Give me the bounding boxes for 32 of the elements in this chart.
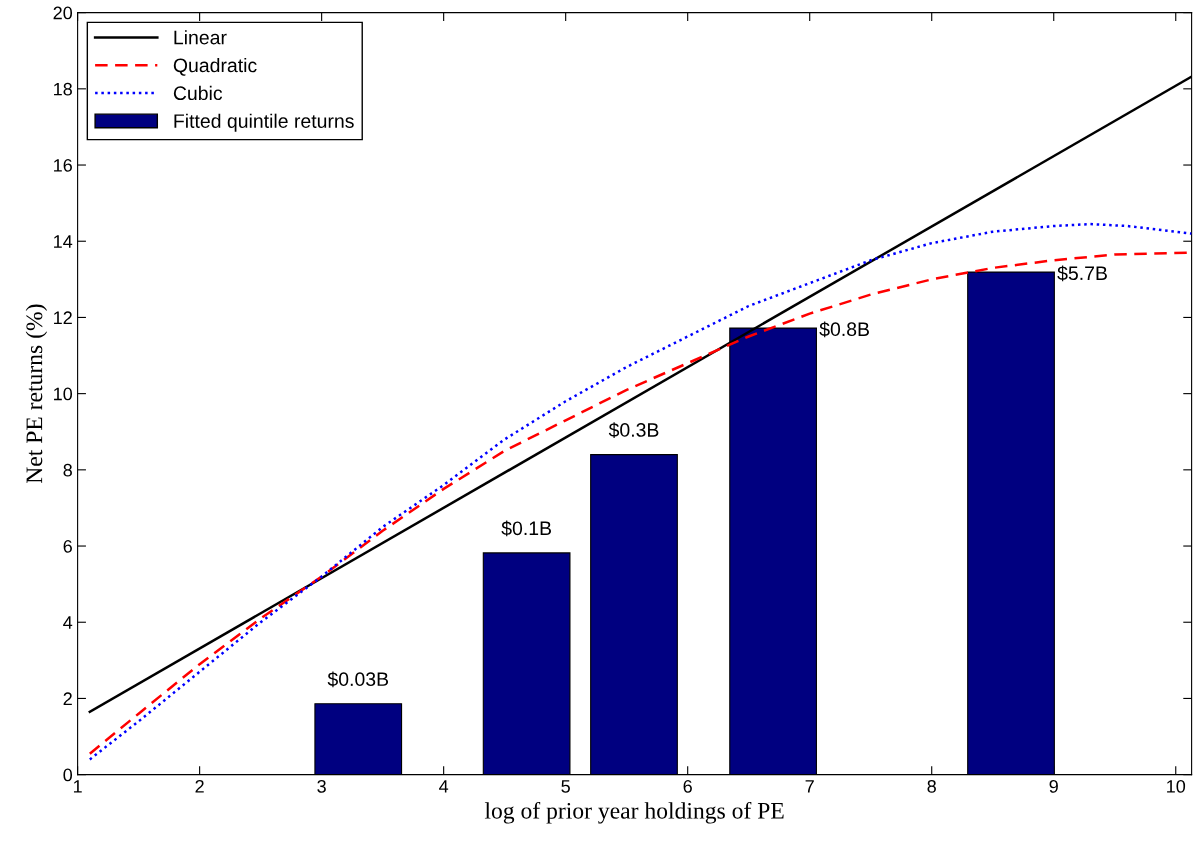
y-tick-label: 10 [54, 387, 73, 401]
y-tick-label: 20 [53, 6, 73, 20]
y-axis-title: Net PE returns (%) [25, 304, 48, 484]
x-tick-label: 5 [561, 780, 570, 793]
x-axis-title: log of prior year holdings of PE [484, 801, 784, 824]
y-tick-label: 12 [54, 311, 72, 324]
x-tick-label: 1 [73, 780, 82, 793]
annotation: $0.3B [608, 422, 659, 439]
x-tick-label: 7 [805, 780, 814, 793]
y-tick-label: 2 [63, 692, 72, 705]
y-tick-label: 8 [63, 463, 72, 477]
x-tick-label: 6 [683, 779, 692, 793]
legend-label: Fitted quintile returns [174, 113, 354, 132]
legend-label: Quadratic [173, 57, 257, 76]
annotation: $0.03B [327, 671, 389, 688]
x-tick-label: 2 [195, 779, 204, 793]
annotation: $0.8B [819, 321, 869, 338]
y-tick-label: 18 [54, 82, 72, 96]
annotation: $5.7B [1057, 265, 1107, 282]
y-tick-label: 14 [54, 235, 73, 248]
legend-label: Linear [174, 30, 227, 45]
y-tick-label: 6 [63, 539, 72, 553]
x-tick-label: 3 [317, 779, 326, 793]
annotation: $0.1B [501, 520, 552, 537]
x-tick-label: 9 [1049, 779, 1058, 793]
y-tick-label: 4 [63, 616, 73, 629]
y-tick-label: 16 [54, 158, 72, 172]
x-tick-label: 10 [1167, 779, 1186, 793]
legend-label: Cubic [173, 85, 223, 101]
x-tick-label: 8 [927, 779, 936, 793]
x-tick-label: 4 [439, 780, 449, 793]
y-tick-label: 0 [63, 768, 73, 782]
